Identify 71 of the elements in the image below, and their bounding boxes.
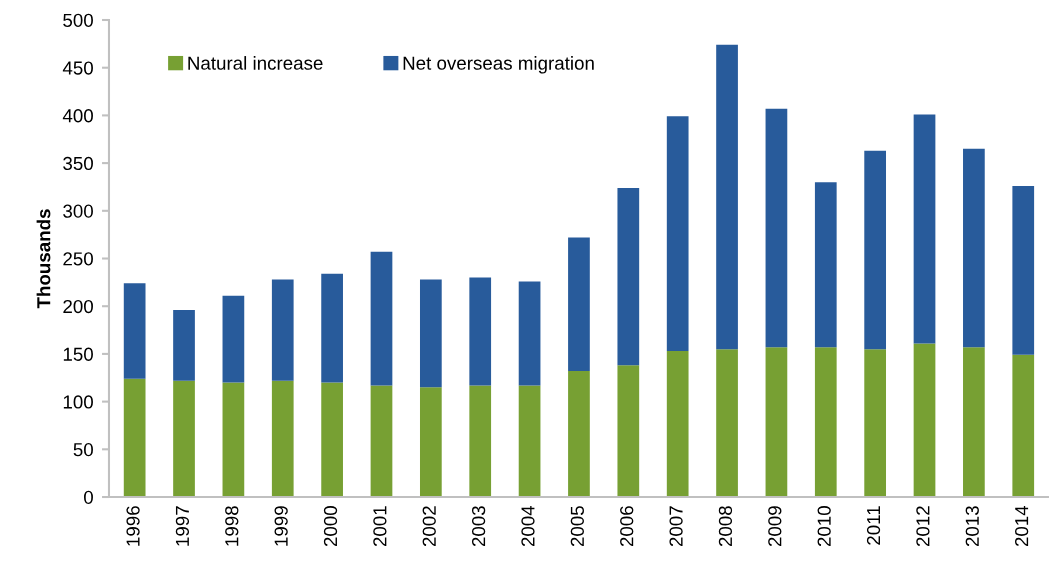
x-tick-label: 1996: [126, 506, 140, 546]
bar: [469, 385, 492, 498]
bar: [518, 385, 541, 498]
bar: [814, 347, 837, 498]
y-tick-label: 0: [84, 490, 93, 504]
y-tick-label: 300: [63, 204, 93, 218]
y-tick-label: 500: [63, 13, 93, 27]
bar: [1012, 186, 1035, 355]
bar: [321, 273, 343, 383]
x-tick-label: 2014: [1015, 505, 1029, 547]
y-tick-label: 50: [73, 443, 93, 457]
x-tick-label: 2008: [718, 506, 733, 547]
x-tick-label: 2000: [323, 506, 338, 547]
bar: [222, 382, 245, 498]
bar: [222, 295, 245, 383]
bar: [123, 283, 146, 379]
bar: [419, 279, 442, 388]
x-tick-label: 1997: [175, 506, 190, 546]
bar: [765, 347, 788, 498]
bar: [271, 380, 294, 498]
x-tick-label: 2002: [422, 506, 436, 547]
x-tick-label: 2012: [916, 506, 930, 547]
y-tick-label: 450: [62, 61, 93, 75]
bar: [765, 108, 788, 348]
x-tick-label: 1999: [274, 506, 288, 546]
bar: [666, 351, 689, 498]
x-tick-label: 1998: [225, 506, 239, 546]
bar: [814, 182, 837, 348]
bar: [666, 116, 689, 352]
x-tick-label: 2013: [965, 506, 979, 547]
x-tick-label: 2006: [620, 506, 634, 547]
bar: [123, 378, 146, 498]
bar: [716, 44, 738, 350]
bar: [617, 187, 640, 366]
bar: [963, 148, 985, 348]
bar: [716, 349, 738, 498]
bar: [518, 281, 541, 386]
y-tick-label: 100: [63, 395, 93, 409]
bar: [568, 371, 590, 498]
legend-label: Net overseas migration: [403, 56, 594, 74]
x-tick-label: 2009: [768, 506, 782, 547]
bar: [617, 365, 640, 498]
x-tick-label: 2011: [866, 506, 881, 545]
bar: [419, 387, 442, 498]
x-tick-label: 2004: [521, 505, 535, 547]
x-tick-label: 2010: [817, 506, 831, 547]
bar: [864, 349, 887, 498]
bar: [173, 380, 195, 498]
y-tick-label: 250: [63, 252, 93, 266]
bar: [271, 279, 294, 381]
legend-label: Natural increase: [188, 56, 323, 70]
y-tick-label: 350: [63, 156, 93, 171]
y-tick-label: 200: [63, 299, 93, 314]
bar: [173, 310, 195, 381]
bar: [568, 237, 590, 372]
x-tick-label: 2005: [570, 506, 584, 547]
bar: [370, 251, 393, 386]
bar: [963, 347, 985, 498]
y-tick-label: 400: [62, 109, 93, 123]
bar: [370, 385, 393, 498]
bar: [1012, 354, 1035, 498]
bar: [321, 382, 343, 498]
bar: [913, 114, 936, 344]
bar: [913, 343, 936, 498]
y-axis-title: Thousands: [36, 209, 51, 309]
x-tick-label: 2001: [373, 506, 387, 547]
x-tick-label: 2003: [471, 506, 486, 547]
y-tick-label: 150: [63, 347, 93, 361]
x-tick-label: 2007: [669, 506, 683, 547]
bar: [864, 150, 887, 350]
bar: [469, 277, 492, 386]
